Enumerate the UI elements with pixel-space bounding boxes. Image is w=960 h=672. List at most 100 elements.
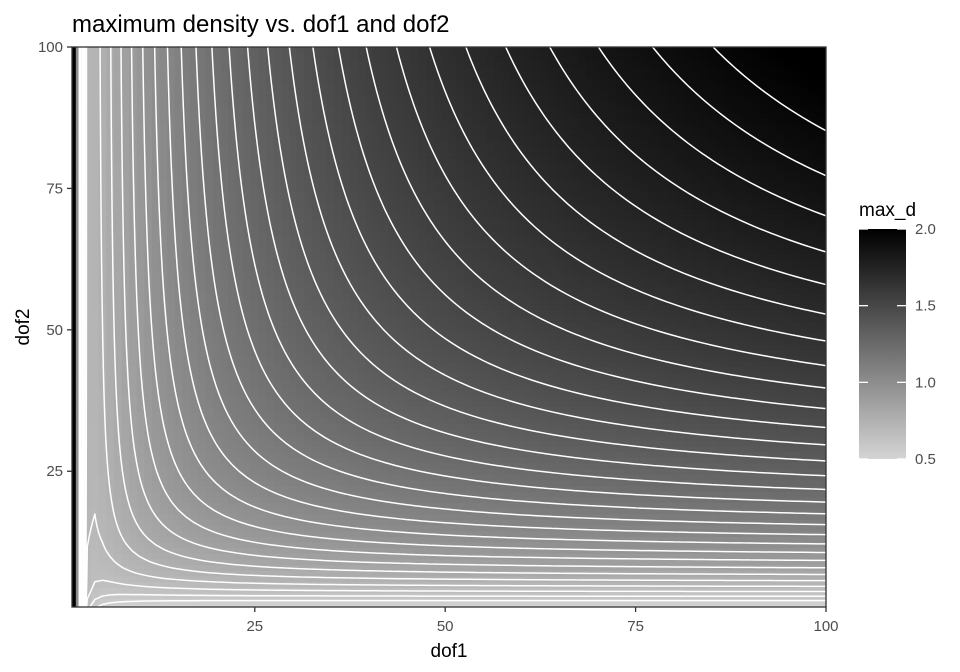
heatmap-cell [822,355,826,362]
heatmap-cell [289,519,298,526]
heatmap-cell [372,343,382,351]
heatmap-cell [517,508,526,515]
heatmap-cell [159,502,168,509]
heatmap-cell [121,462,130,470]
heatmap-cell [441,417,450,424]
heatmap-cell [723,400,732,407]
heatmap-cell [113,468,123,475]
heatmap-cell [311,423,321,430]
heatmap-cell [334,519,343,526]
heatmap-cell [593,547,602,554]
heatmap-cell [113,462,123,470]
heatmap-cell [532,445,541,453]
heatmap-cell [555,496,564,503]
heatmap-cell [532,587,541,594]
heatmap-cell [654,332,663,339]
heatmap-cell [441,541,450,549]
heatmap-cell [761,462,770,470]
heatmap-cell [311,366,321,373]
heatmap-cell [349,434,359,441]
heatmap-cell [121,372,130,379]
heatmap-cell [487,524,496,532]
heatmap-cell [578,513,587,520]
heatmap-cell [441,389,450,396]
heatmap-cell [677,434,686,441]
heatmap-cell [601,394,610,402]
heatmap-cell [266,372,275,379]
heatmap-cell [418,479,427,486]
heatmap-cell [372,604,382,607]
heatmap-cell [723,383,732,390]
heatmap-cell [608,524,618,532]
heatmap-cell [715,479,724,486]
heatmap-cell [669,457,679,464]
heatmap-cell [418,343,427,351]
heatmap-cell [723,338,732,345]
heatmap-cell [555,553,564,560]
heatmap-cell [327,564,336,571]
heatmap-cell [532,541,541,549]
heatmap-cell [822,485,826,492]
heatmap-cell [502,338,511,345]
heatmap-cell [72,389,77,396]
heatmap-cell [525,400,534,407]
heatmap-cell [144,451,153,458]
heatmap-cell [738,372,747,379]
heatmap-cell [738,338,747,345]
heatmap-cell [487,327,496,334]
heatmap-cell [304,536,313,543]
heatmap-cell [662,575,671,583]
heatmap-cell [281,360,290,368]
heatmap-cell [784,479,793,486]
heatmap-cell [631,372,641,379]
heatmap-cell [631,406,641,413]
heatmap-cell [479,332,488,339]
heatmap-cell [281,598,290,605]
heatmap-cell [532,530,541,537]
heatmap-cell [403,564,412,571]
heatmap-cell [190,541,199,549]
heatmap-cell [662,558,671,566]
heatmap-cell [167,372,176,379]
heatmap-cell [212,462,222,470]
heatmap-cell [799,434,808,441]
heatmap-cell [426,485,435,492]
heatmap-cell [639,604,648,607]
heatmap-cell [586,383,595,390]
heatmap-cell [129,394,138,402]
heatmap-cell [509,360,519,368]
heatmap-cell [106,360,115,368]
heatmap-cell [220,519,229,526]
heatmap-cell [220,434,229,441]
heatmap-cell [190,434,199,441]
heatmap-cell [509,547,519,554]
heatmap-cell [311,440,321,447]
heatmap-cell [768,360,778,368]
heatmap-cell [525,389,534,396]
heatmap-cell [357,547,366,554]
heatmap-cell [372,485,382,492]
heatmap-cell [746,479,755,486]
heatmap-cell [806,434,816,441]
heatmap-cell [586,598,595,605]
heatmap-cell [753,406,762,413]
heatmap-cell [456,479,465,486]
heatmap-cell [776,445,785,453]
heatmap-cell [509,558,519,566]
heatmap-cell [144,360,153,368]
heatmap-cell [395,536,404,543]
heatmap-cell [570,406,580,413]
heatmap-cell [593,343,602,351]
heatmap-cell [761,468,770,475]
heatmap-cell [365,423,374,430]
heatmap-cell [365,462,374,470]
heatmap-cell [144,479,153,486]
heatmap-cell [601,564,610,571]
heatmap-cell [159,338,168,345]
heatmap-cell [220,564,229,571]
heatmap-cell [624,474,633,481]
heatmap-cell [212,598,222,605]
heatmap-cell [243,372,252,379]
heatmap-cell [525,349,534,356]
heatmap-cell [395,553,404,560]
